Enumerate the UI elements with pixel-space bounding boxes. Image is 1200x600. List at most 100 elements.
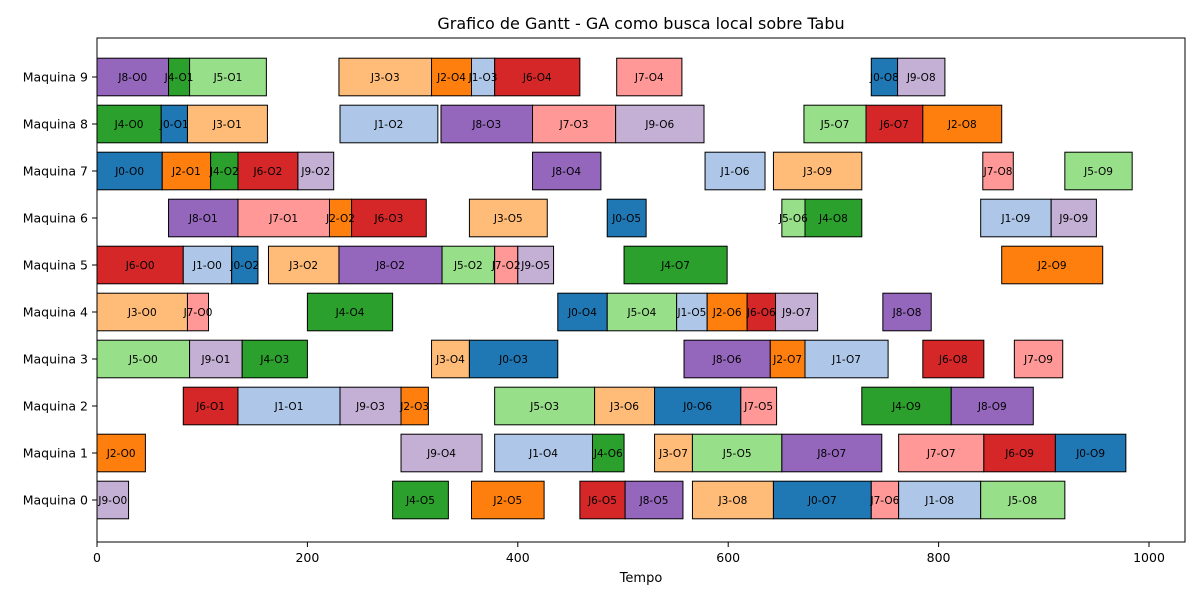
task-bar [392, 480, 449, 520]
task-label: J1-O4 [528, 448, 558, 460]
y-tick-label: Maquina 6 [23, 211, 88, 226]
task-label: J2-O4 [436, 72, 466, 84]
task-label: J1-O8 [924, 495, 954, 507]
task-label: J9-O1 [200, 354, 230, 366]
task-label: J3-O3 [370, 72, 400, 84]
task-label: J0-O8 [869, 72, 899, 84]
task-label: J8-O3 [471, 119, 501, 131]
task-bar [1064, 151, 1133, 191]
task-label: J6-O5 [587, 495, 617, 507]
task-bar [1001, 245, 1104, 285]
task-label: J6-O6 [746, 307, 776, 319]
x-tick-label: 600 [716, 550, 740, 565]
task-bar [870, 480, 900, 520]
task-bar [339, 104, 439, 144]
task-label: J3-O7 [658, 448, 688, 460]
task-label: J2-O8 [947, 119, 977, 131]
task-label: J5-O8 [1007, 495, 1037, 507]
task-bar [983, 433, 1056, 473]
task-label: J6-O0 [125, 260, 155, 272]
task-bar [306, 292, 394, 332]
task-label: J5-O4 [627, 307, 657, 319]
task-bar [182, 245, 233, 285]
task-bar [772, 151, 863, 191]
task-label: J9-O2 [300, 166, 330, 178]
task-label: J6-O2 [253, 166, 283, 178]
task-label: J2-O0 [106, 448, 136, 460]
task-label: J2-O7 [772, 354, 802, 366]
task-labels: J8-O0 J4-O1 J5-O1 J3-O3 J2-O4 J1-O3 J6-O4 J7-O4… [97, 72, 1113, 507]
task-label: J3-O4 [435, 354, 465, 366]
task-bar [96, 433, 146, 473]
task-label: J4-O3 [259, 354, 289, 366]
task-label: J0-O0 [114, 166, 144, 178]
task-label: J1-O9 [1001, 213, 1031, 225]
task-bar [676, 292, 708, 332]
task-label: J7-O3 [559, 119, 589, 131]
task-label: J2-O3 [399, 401, 429, 413]
task-label: J4-O2 [209, 166, 239, 178]
task-bar [431, 57, 473, 97]
task-label: J2-O5 [492, 495, 522, 507]
task-bar [1050, 198, 1097, 238]
task-bar [1013, 339, 1064, 379]
task-label: J9-O9 [1058, 213, 1088, 225]
x-tick-label: 800 [927, 550, 951, 565]
task-bar [168, 198, 239, 238]
task-bar [400, 433, 483, 473]
task-label: J4-O8 [818, 213, 848, 225]
task-label: J7-O5 [743, 401, 773, 413]
task-label: J2-O9 [1037, 260, 1067, 272]
task-label: J5-O3 [529, 401, 559, 413]
task-bar [338, 57, 433, 97]
task-label: J7-O9 [1023, 354, 1053, 366]
task-label: J5-O7 [820, 119, 850, 131]
task-bar [494, 57, 581, 97]
task-label: J5-O6 [778, 213, 808, 225]
task-label: J6-O3 [374, 213, 404, 225]
task-label: J7-O7 [926, 448, 956, 460]
task-label: J1-O6 [720, 166, 750, 178]
task-bar [579, 480, 626, 520]
task-bar [616, 57, 683, 97]
task-label: J1-O2 [374, 119, 404, 131]
task-label: J3-O1 [212, 119, 242, 131]
task-label: J1-O7 [831, 354, 861, 366]
task-label: J8-O1 [188, 213, 218, 225]
y-tick-label: Maquina 4 [23, 305, 88, 320]
task-bar [615, 104, 705, 144]
axes: Maquina 0 Maquina 1 Maquina 2 Maquina 3 Maqu… [23, 37, 1186, 565]
task-label: J0-O4 [567, 307, 597, 319]
task-bar [922, 339, 985, 379]
task-label: J3-O6 [609, 401, 639, 413]
task-bar [189, 57, 267, 97]
task-bar [804, 339, 889, 379]
task-label: J5-O1 [213, 72, 243, 84]
task-bar [624, 480, 684, 520]
task-bar [781, 433, 883, 473]
task-bar [532, 104, 617, 144]
task-label: J7-O1 [268, 213, 298, 225]
task-label: J4-O7 [660, 260, 690, 272]
task-bar [237, 198, 330, 238]
task-label: J3-O8 [718, 495, 748, 507]
task-bar [704, 151, 766, 191]
task-bar [440, 104, 534, 144]
y-tick-label: Maquina 5 [23, 258, 88, 273]
task-bar [606, 292, 678, 332]
task-label: J8-O7 [816, 448, 846, 460]
task-label: J6-O1 [195, 401, 225, 413]
task-label: J6-O4 [522, 72, 552, 84]
task-label: J9-O0 [97, 495, 127, 507]
task-label: J4-O4 [335, 307, 365, 319]
task-label: J7-O2 [491, 260, 521, 272]
task-label: J9-O8 [906, 72, 936, 84]
task-label: J9-O4 [426, 448, 456, 460]
task-label: J3-O0 [127, 307, 157, 319]
task-bar [623, 245, 728, 285]
task-bar [96, 480, 130, 520]
task-label: J9-O7 [781, 307, 811, 319]
x-tick-label: 200 [295, 550, 319, 565]
task-bar [594, 386, 656, 426]
task-bar [231, 245, 259, 285]
